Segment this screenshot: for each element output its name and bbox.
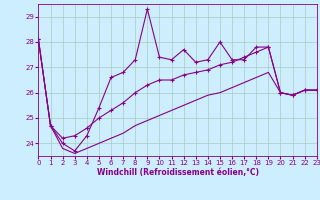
X-axis label: Windchill (Refroidissement éolien,°C): Windchill (Refroidissement éolien,°C) — [97, 168, 259, 177]
